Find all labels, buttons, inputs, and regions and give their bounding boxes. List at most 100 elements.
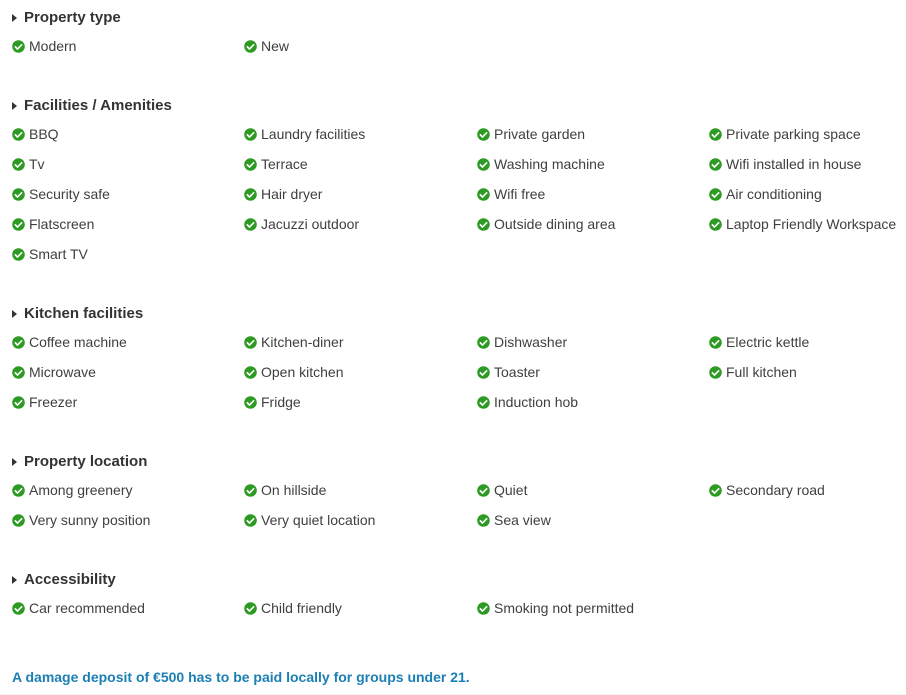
amenity-item-private-garden: Private garden [477, 124, 709, 144]
check-circle-icon [709, 127, 726, 141]
amenity-label: Tv [29, 156, 45, 172]
check-circle-icon [244, 483, 261, 497]
amenity-item-jacuzzi-outdoor: Jacuzzi outdoor [244, 214, 477, 234]
amenity-label: Secondary road [726, 482, 825, 498]
check-circle-icon [12, 187, 29, 201]
amenity-label: Dishwasher [494, 334, 568, 350]
check-circle-icon [244, 513, 261, 527]
check-circle-icon [477, 217, 494, 231]
amenity-label: Laptop Friendly Workspace [726, 216, 897, 232]
section-accessibility: Accessibility Car recommended Child friend… [12, 571, 906, 618]
amenity-label: Full kitchen [726, 364, 797, 380]
check-circle-icon [709, 335, 726, 349]
check-circle-icon [477, 127, 494, 141]
section-header-property-location[interactable]: Property location [12, 453, 906, 471]
check-circle-icon [477, 335, 494, 349]
amenity-label: Induction hob [494, 394, 579, 410]
amenity-label: Flatscreen [29, 216, 95, 232]
amenity-label: Smart TV [29, 246, 88, 262]
amenity-label: Hair dryer [261, 186, 323, 202]
check-circle-icon [12, 157, 29, 171]
amenity-item-dishwasher: Dishwasher [477, 332, 709, 352]
check-circle-icon [12, 365, 29, 379]
check-circle-icon [709, 157, 726, 171]
amenity-label: Private garden [494, 126, 586, 142]
section-title: Property location [24, 453, 148, 470]
amenity-item-air-conditioning: Air conditioning [709, 184, 906, 204]
amenity-item-induction-hob: Induction hob [477, 392, 709, 412]
section-property-type: Property type Modern New [12, 9, 906, 56]
amenity-item-among-greenery: Among greenery [12, 480, 244, 500]
check-circle-icon [244, 335, 261, 349]
check-circle-icon [12, 335, 29, 349]
check-circle-icon [244, 187, 261, 201]
section-header-facilities-amenities[interactable]: Facilities / Amenities [12, 97, 906, 115]
amenity-label: Washing machine [494, 156, 605, 172]
check-circle-icon [709, 483, 726, 497]
amenity-item-wifi-free: Wifi free [477, 184, 709, 204]
amenity-label: Modern [29, 38, 77, 54]
check-circle-icon [477, 395, 494, 409]
amenity-label: Coffee machine [29, 334, 127, 350]
amenity-item-smart-tv: Smart TV [12, 244, 244, 264]
section-header-accessibility[interactable]: Accessibility [12, 571, 906, 589]
check-circle-icon [244, 157, 261, 171]
amenity-label: Outside dining area [494, 216, 616, 232]
amenity-label: On hillside [261, 482, 327, 498]
caret-right-icon [12, 458, 17, 466]
amenity-item-full-kitchen: Full kitchen [709, 362, 906, 382]
amenity-item-hair-dryer: Hair dryer [244, 184, 477, 204]
section-title: Property type [24, 9, 121, 26]
amenity-label: Wifi free [494, 186, 546, 202]
amenity-item-bbq: BBQ [12, 124, 244, 144]
amenity-item-tv: Tv [12, 154, 244, 174]
amenity-item-new: New [244, 36, 477, 56]
amenity-label: Terrace [261, 156, 308, 172]
amenity-label: Quiet [494, 482, 528, 498]
amenity-item-very-sunny-position: Very sunny position [12, 510, 244, 530]
check-circle-icon [244, 365, 261, 379]
section-header-kitchen-facilities[interactable]: Kitchen facilities [12, 305, 906, 323]
amenity-label: Private parking space [726, 126, 861, 142]
amenity-item-wifi-installed-in-house: Wifi installed in house [709, 154, 906, 174]
damage-deposit-note: A damage deposit of €500 has to be paid … [12, 669, 470, 685]
amenity-label: Jacuzzi outdoor [261, 216, 360, 232]
check-circle-icon [12, 39, 29, 53]
section-header-property-type[interactable]: Property type [12, 9, 906, 27]
amenity-label: Electric kettle [726, 334, 810, 350]
amenity-item-very-quiet-location: Very quiet location [244, 510, 477, 530]
section-title: Kitchen facilities [24, 305, 144, 322]
amenity-label: Freezer [29, 394, 78, 410]
amenity-item-child-friendly: Child friendly [244, 598, 477, 618]
check-circle-icon [244, 601, 261, 615]
check-circle-icon [477, 513, 494, 527]
amenity-item-open-kitchen: Open kitchen [244, 362, 477, 382]
check-circle-icon [12, 513, 29, 527]
section-title: Accessibility [24, 571, 116, 588]
check-circle-icon [244, 127, 261, 141]
amenity-item-laptop-friendly-workspace: Laptop Friendly Workspace [709, 214, 906, 234]
check-circle-icon [477, 157, 494, 171]
section-items-grid: Modern New [12, 36, 906, 56]
amenity-label: Sea view [494, 512, 551, 528]
amenity-label: Child friendly [261, 600, 342, 616]
amenity-label: BBQ [29, 126, 59, 142]
amenity-label: Open kitchen [261, 364, 344, 380]
section-property-location: Property location Among greenery On hillsi… [12, 453, 906, 530]
check-circle-icon [12, 247, 29, 261]
amenity-item-secondary-road: Secondary road [709, 480, 906, 500]
amenity-label: Microwave [29, 364, 96, 380]
amenity-item-kitchen-diner: Kitchen-diner [244, 332, 477, 352]
check-circle-icon [477, 483, 494, 497]
check-circle-icon [12, 217, 29, 231]
amenity-item-private-parking-space: Private parking space [709, 124, 906, 144]
check-circle-icon [12, 483, 29, 497]
check-circle-icon [244, 217, 261, 231]
amenity-label: Air conditioning [726, 186, 822, 202]
check-circle-icon [709, 217, 726, 231]
check-circle-icon [709, 187, 726, 201]
section-title: Facilities / Amenities [24, 97, 172, 114]
section-items-grid: BBQ Laundry facilities Private garden Priva… [12, 124, 906, 264]
amenity-item-toaster: Toaster [477, 362, 709, 382]
